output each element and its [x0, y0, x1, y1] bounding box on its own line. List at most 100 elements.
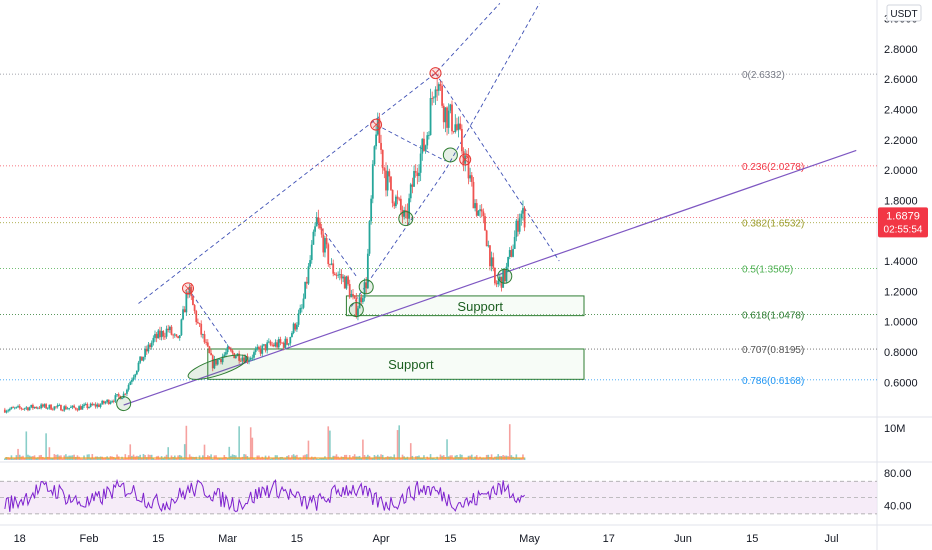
candle-body — [498, 276, 501, 281]
volume-bar — [253, 457, 255, 460]
candle-body — [269, 341, 272, 345]
volume-bar — [200, 458, 202, 460]
volume-bar — [139, 454, 141, 460]
candle-body — [122, 393, 125, 398]
candle-body — [489, 245, 491, 267]
candle-body — [81, 405, 84, 410]
candle-body — [201, 334, 204, 335]
candle-body — [502, 269, 505, 288]
volume-bar — [322, 457, 325, 460]
rsi-line — [4, 478, 525, 513]
volume-bar — [9, 457, 11, 460]
volume-bar — [279, 457, 282, 460]
volume-bar — [266, 457, 268, 460]
volume-bar — [306, 454, 308, 460]
candle-body — [56, 405, 59, 407]
volume-bar — [419, 458, 422, 460]
candle-body — [431, 98, 434, 99]
candle-body — [343, 276, 346, 289]
volume-bar — [188, 454, 191, 460]
candle-body — [195, 310, 198, 323]
candle-body — [248, 359, 250, 362]
candle-body — [352, 293, 354, 296]
candle-body — [284, 338, 287, 348]
volume-bar — [472, 458, 475, 460]
candle-body — [197, 322, 199, 324]
candle-body — [192, 296, 194, 306]
candle-body — [518, 218, 521, 232]
candle-body — [276, 342, 278, 348]
candle-body — [251, 357, 254, 359]
candle-body — [200, 323, 203, 335]
candle-body — [101, 400, 104, 405]
candle-body — [38, 407, 41, 409]
volume-bar — [114, 458, 117, 460]
volume-bar — [203, 444, 206, 460]
candle-body — [46, 407, 49, 409]
candle-body — [159, 330, 161, 338]
support-pivot-marker — [116, 396, 132, 412]
candle-body — [253, 352, 255, 358]
volume-bar — [221, 457, 224, 460]
fibonacci-retracement[interactable]: 0(2.6332) 0.236(2.0278) 0.382(1.6532) 0.5(1… — [0, 70, 877, 387]
volume-bar — [17, 448, 19, 460]
volume-bar — [238, 426, 240, 460]
volume-bar — [513, 457, 516, 460]
candle-body — [414, 171, 417, 173]
candle-body — [96, 404, 99, 407]
price-axis[interactable]: 3.00002.80002.60002.40002.20002.00001.80… — [884, 14, 918, 390]
candle-body — [51, 409, 54, 411]
candle-body — [131, 379, 133, 382]
drawing-lines[interactable] — [123, 3, 857, 406]
volume-bar — [216, 458, 219, 460]
candle-body — [287, 343, 290, 345]
fib-level-label: 0.707(0.8195) — [742, 345, 804, 356]
currency-badge[interactable]: USDT — [886, 4, 922, 22]
candle-body — [386, 171, 389, 191]
candle-body — [226, 346, 229, 353]
candle-body — [487, 245, 490, 247]
volume-bar — [124, 454, 127, 460]
volume-bar — [347, 457, 349, 460]
volume-bar — [197, 458, 199, 460]
volume-bar — [315, 458, 318, 460]
volume-bar — [169, 457, 171, 460]
candle-body — [106, 399, 109, 403]
candle-body — [17, 406, 19, 407]
candle-body — [230, 349, 232, 351]
candle-body — [347, 276, 349, 285]
candle-body — [472, 181, 475, 209]
volume-bar — [343, 454, 346, 460]
candle-body — [324, 238, 326, 253]
price-tick-label: 1.0000 — [884, 317, 918, 329]
volume-bar — [433, 457, 435, 460]
candle-body — [441, 85, 443, 106]
candle-body — [211, 355, 214, 369]
candle-body — [20, 407, 23, 409]
support-zones[interactable]: Support Support — [207, 295, 585, 380]
price-tick-label: 2.2000 — [884, 135, 918, 147]
candle-body — [55, 406, 57, 408]
candle-body — [271, 344, 274, 346]
candle-body — [390, 176, 392, 190]
candle-body — [520, 213, 523, 219]
time-axis[interactable]: 18 Feb 15 Mar 15 Apr 15 May 17 Jun 15 Jul — [14, 533, 839, 545]
candle-body — [267, 341, 270, 343]
candle-body — [121, 397, 123, 400]
candle-body — [65, 406, 67, 410]
volume-bar — [292, 454, 295, 460]
volume-bar — [236, 457, 239, 460]
resistance-line — [435, 72, 560, 262]
candle-body — [477, 210, 480, 216]
volume-bar — [273, 458, 275, 460]
volume-bar — [339, 457, 341, 460]
candle-body — [83, 404, 85, 406]
candle-body — [444, 107, 447, 123]
volume-bar — [401, 454, 404, 460]
volume-bar — [142, 454, 145, 460]
candle-body — [183, 309, 186, 313]
candle-body — [40, 404, 43, 409]
candle-body — [282, 342, 285, 348]
candle-body — [490, 257, 493, 267]
